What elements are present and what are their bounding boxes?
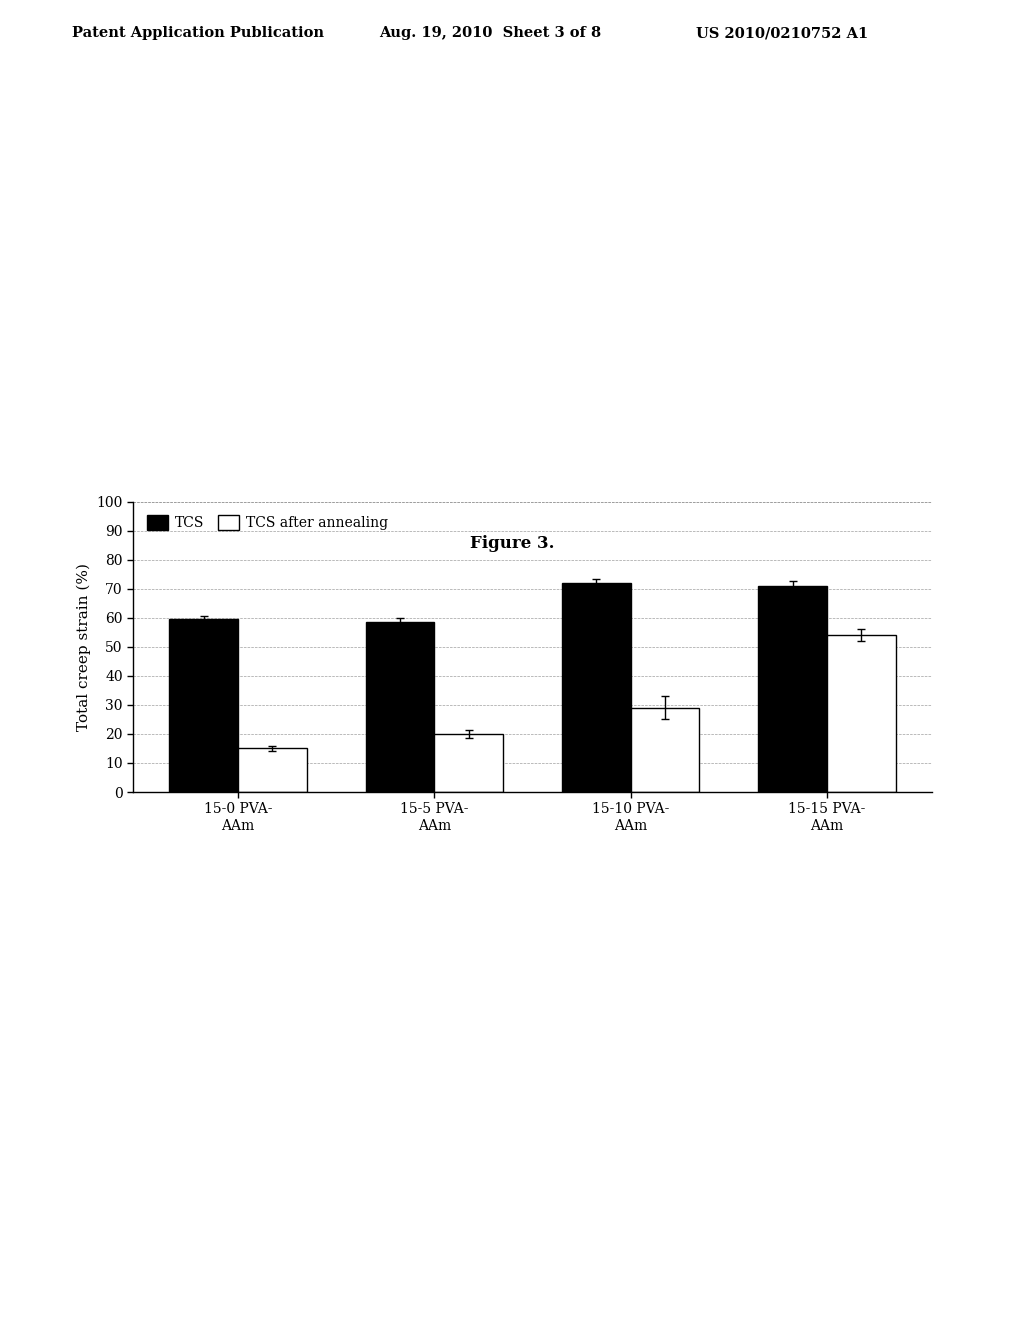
Bar: [169, 619, 239, 792]
Bar: [366, 622, 434, 792]
Text: Aug. 19, 2010  Sheet 3 of 8: Aug. 19, 2010 Sheet 3 of 8: [379, 26, 601, 41]
Bar: [826, 635, 896, 792]
Bar: [239, 748, 307, 792]
Bar: [562, 583, 631, 792]
Y-axis label: Total creep strain (%): Total creep strain (%): [77, 562, 91, 731]
Text: US 2010/0210752 A1: US 2010/0210752 A1: [696, 26, 868, 41]
Bar: [758, 586, 826, 792]
Text: Patent Application Publication: Patent Application Publication: [72, 26, 324, 41]
Bar: [434, 734, 503, 792]
Legend: TCS, TCS after annealing: TCS, TCS after annealing: [140, 508, 395, 537]
Bar: [631, 708, 699, 792]
Text: Figure 3.: Figure 3.: [470, 535, 554, 552]
